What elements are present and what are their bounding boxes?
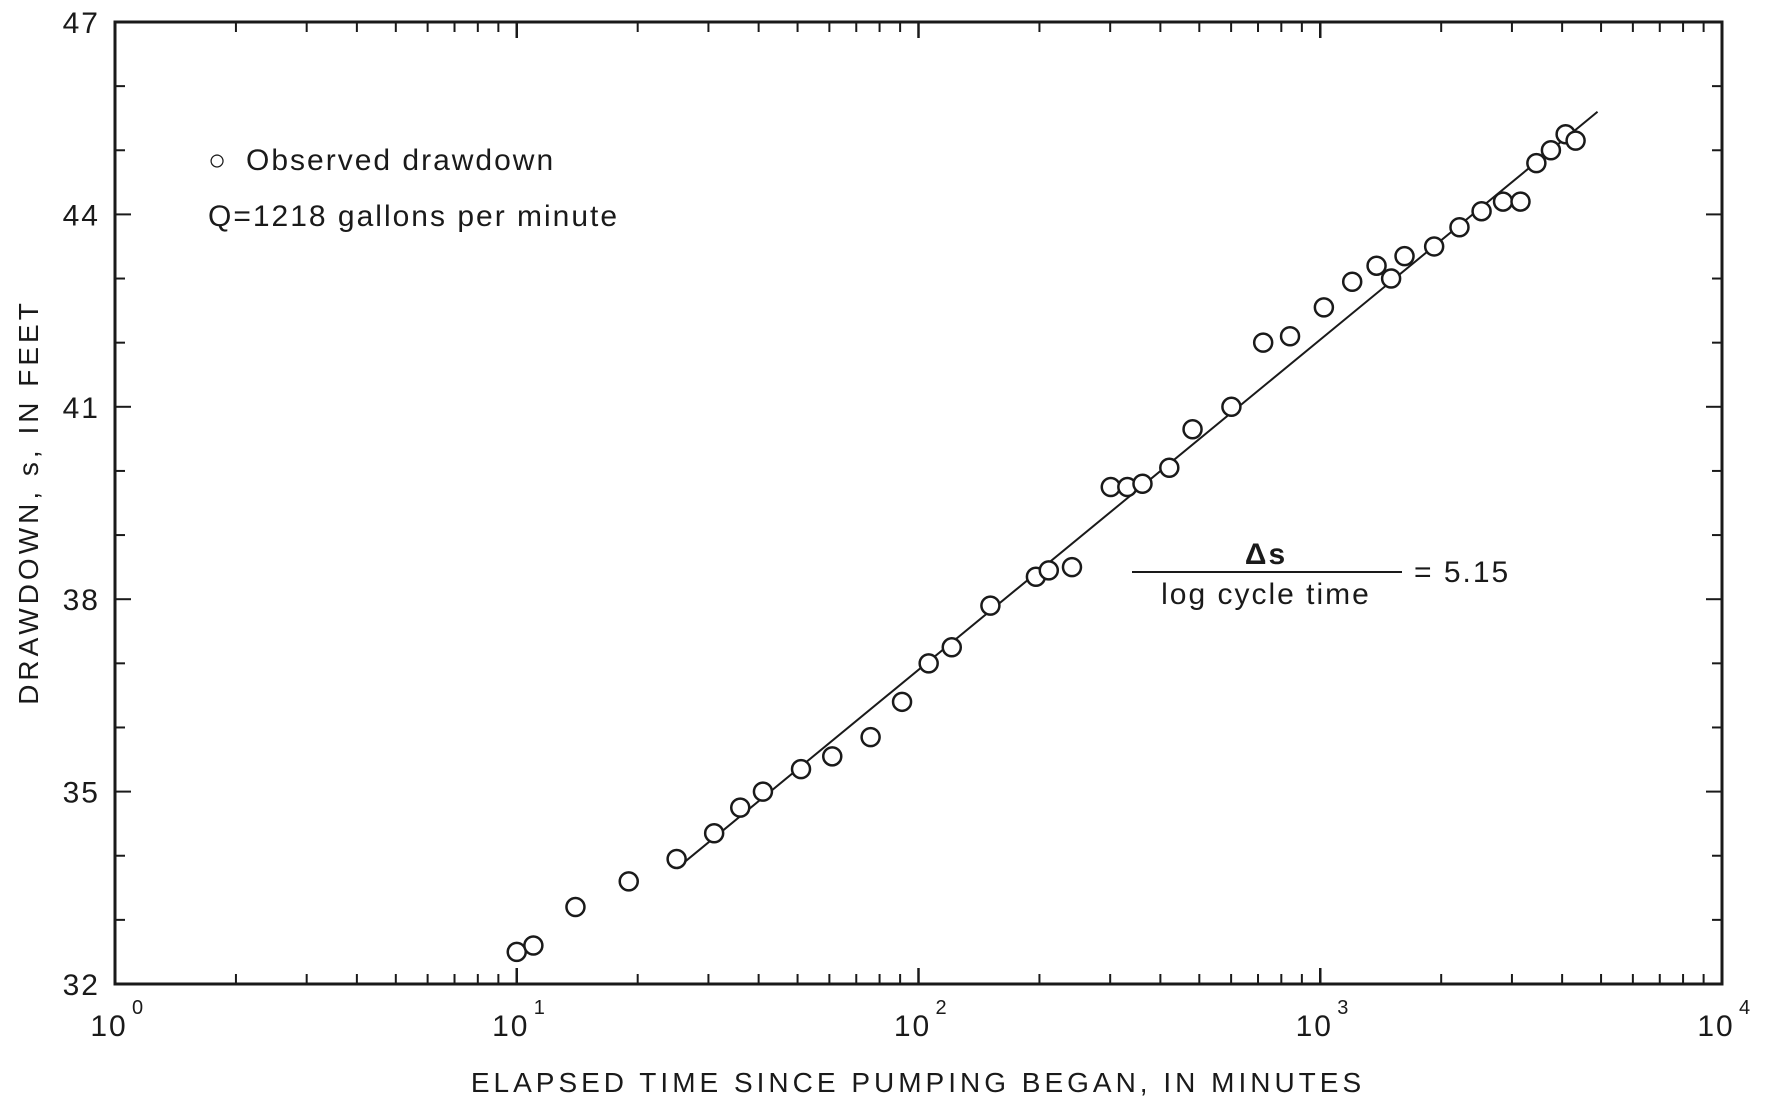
data-point: [1221, 396, 1242, 418]
data-point: [618, 871, 639, 892]
legend: ○ Observed drawdown Q=1218 gallons per m…: [208, 144, 619, 233]
legend-note: Q=1218 gallons per minute: [208, 200, 619, 233]
x-tick-label-base: 10: [90, 1010, 127, 1043]
x-tick-label-exponent: 4: [1739, 997, 1750, 1019]
x-tick-label: 100: [90, 997, 143, 1043]
data-point: [1471, 200, 1492, 222]
data-point: [666, 848, 687, 870]
data-point: [790, 758, 812, 780]
legend-symbol: ○: [208, 144, 228, 177]
data-point: [1449, 216, 1470, 238]
data-point: [1182, 418, 1203, 440]
y-tick-label: 35: [63, 777, 100, 810]
x-tick-label-exponent: 3: [1337, 997, 1348, 1019]
data-point: [729, 797, 751, 818]
x-tick-label-base: 10: [1296, 1010, 1333, 1043]
data-point: [1510, 191, 1531, 212]
data-point: [1279, 326, 1301, 347]
annotation-equals: = 5.15: [1414, 556, 1510, 589]
x-tick-label-base: 10: [894, 1010, 931, 1043]
x-tick-label: 102: [894, 997, 947, 1043]
axis-ticks: [115, 21, 1722, 985]
legend-label: Observed drawdown: [246, 144, 555, 177]
y-tick-label: 41: [63, 392, 100, 425]
x-tick-label-base: 10: [1697, 1010, 1734, 1043]
x-tick-label-exponent: 1: [534, 997, 545, 1019]
y-tick-label: 47: [63, 7, 100, 40]
data-point: [1132, 473, 1153, 495]
data-point: [523, 935, 544, 956]
annotation-numerator: Δs: [1245, 538, 1287, 571]
x-tick-label-base: 10: [492, 1010, 529, 1043]
data-point: [1540, 140, 1562, 161]
y-tick-labels: 32 35 38 41 44 47: [63, 7, 100, 1002]
data-point: [822, 746, 843, 767]
data-point: [1423, 236, 1445, 257]
data-point: [1252, 332, 1274, 353]
data-point: [703, 823, 725, 844]
x-tick-label-exponent: 0: [132, 997, 143, 1019]
y-axis-title: DRAWDOWN, s, IN FEET: [13, 299, 44, 705]
y-tick-label: 32: [63, 969, 100, 1002]
data-point: [1366, 255, 1387, 276]
data-point: [752, 781, 774, 802]
data-point: [891, 691, 913, 713]
data-point: [918, 653, 939, 674]
data-point: [1100, 476, 1122, 498]
x-axis-title: ELAPSED TIME SINCE PUMPING BEGAN, IN MIN…: [471, 1067, 1365, 1098]
data-point: [1061, 556, 1083, 578]
slope-annotation: Δs log cycle time = 5.15: [1132, 538, 1510, 611]
data-point: [1313, 297, 1335, 318]
data-point: [941, 637, 963, 658]
data-point: [980, 595, 1001, 616]
x-tick-label: 101: [492, 997, 545, 1043]
data-point: [1492, 191, 1514, 212]
x-tick-label-exponent: 2: [936, 997, 947, 1019]
data-point: [1038, 560, 1060, 581]
data-points: [506, 123, 1586, 963]
y-tick-label: 38: [63, 584, 100, 617]
data-point: [1565, 130, 1586, 151]
x-tick-label: 104: [1697, 997, 1750, 1043]
data-point: [1526, 152, 1547, 174]
data-point: [1159, 457, 1180, 478]
data-point: [506, 941, 527, 963]
data-point: [565, 896, 586, 918]
annotation-denominator: log cycle time: [1161, 578, 1371, 611]
y-tick-label: 44: [63, 199, 100, 232]
data-point: [1341, 271, 1363, 292]
x-tick-label: 103: [1296, 997, 1349, 1043]
data-point: [860, 726, 881, 748]
data-point: [1394, 245, 1415, 267]
data-point: [1380, 268, 1402, 289]
